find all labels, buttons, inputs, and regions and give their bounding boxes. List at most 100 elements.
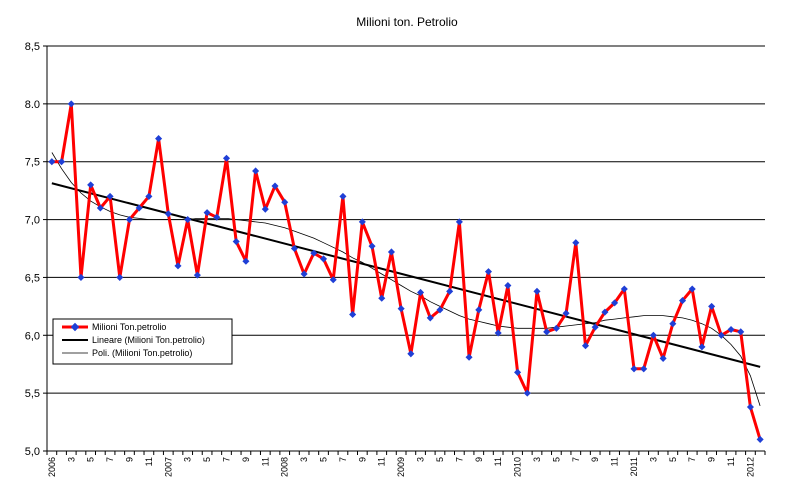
x-tick-label: 5 <box>86 457 96 462</box>
data-point <box>620 285 628 293</box>
data-point <box>135 204 143 212</box>
data-point <box>261 205 269 213</box>
data-point <box>533 287 541 295</box>
data-point <box>281 198 289 206</box>
data-point <box>504 281 512 290</box>
data-point <box>436 306 444 314</box>
data-point <box>67 100 75 108</box>
chart-title: Milioni ton. Petrolio <box>356 15 458 29</box>
data-point <box>746 403 754 411</box>
x-tick-label: 2008 <box>280 457 290 477</box>
grid-lines <box>47 45 765 452</box>
y-tick-label: 7,5 <box>25 157 40 169</box>
x-tick-label: 5 <box>202 457 212 462</box>
data-point <box>611 299 619 307</box>
data-point <box>96 204 104 212</box>
data-point <box>514 368 522 376</box>
series-line-poly <box>51 152 761 407</box>
x-tick-label: 11 <box>493 457 503 466</box>
data-point <box>630 365 638 373</box>
y-tick-label: 6,0 <box>25 330 40 342</box>
data-point <box>58 158 66 166</box>
data-point <box>106 192 114 200</box>
x-tick-label: 7 <box>571 457 581 462</box>
x-tick-label: 9 <box>124 457 134 462</box>
data-point <box>484 268 493 276</box>
data-point <box>543 328 551 336</box>
data-point <box>87 181 95 189</box>
legend-label-poly: Poli. (Milioni Ton.petrolio) <box>92 348 192 358</box>
data-point <box>300 270 308 278</box>
data-point <box>339 192 347 200</box>
data-point <box>591 323 599 331</box>
x-tick-label: 11 <box>610 457 620 466</box>
data-point <box>640 365 648 373</box>
data-point <box>417 288 425 297</box>
data-point <box>581 342 590 350</box>
x-tick-label: 7 <box>105 457 115 462</box>
x-tick-label: 11 <box>144 457 154 466</box>
data-point <box>271 182 279 190</box>
data-point <box>552 324 560 332</box>
x-tick-label: 2012 <box>745 457 755 477</box>
data-point <box>242 257 250 265</box>
x-tick-label: 11 <box>260 457 270 466</box>
x-tick-label: 11 <box>726 457 736 466</box>
legend-label-linear: Lineare (Milioni Ton.petrolio) <box>92 335 205 345</box>
x-tick-label: 2007 <box>163 457 173 477</box>
data-point <box>426 314 434 322</box>
data-point <box>562 309 570 317</box>
x-tick-label: 5 <box>551 457 561 462</box>
data-point <box>737 328 745 336</box>
data-point <box>455 218 463 226</box>
x-tick-label: 9 <box>590 457 600 462</box>
x-tick-label: 7 <box>687 457 697 462</box>
data-point <box>601 308 609 316</box>
data-point <box>378 294 386 302</box>
x-tick-label: 3 <box>66 457 76 462</box>
legend: Milioni Ton.petrolio Lineare (Milioni To… <box>52 318 233 365</box>
x-tick-label: 3 <box>532 457 542 462</box>
data-point <box>407 350 415 358</box>
x-tick-label: 9 <box>241 457 251 462</box>
data-point <box>125 216 134 224</box>
data-point <box>688 285 696 293</box>
data-point <box>523 389 531 397</box>
series-line-data <box>51 102 762 440</box>
data-point <box>155 135 163 143</box>
x-axis: 2006 3 5 7 9 11 2007 3 5 7 9 11 2008 3 5 7 9 11 2009 3 5 7 9 11… <box>46 450 766 477</box>
data-point <box>329 276 337 284</box>
data-point <box>358 218 366 226</box>
data-point <box>48 158 56 166</box>
y-tick-label: 6,5 <box>25 272 40 284</box>
x-tick-label: 3 <box>299 457 309 462</box>
x-tick-label: 7 <box>222 457 232 462</box>
x-tick-label: 3 <box>416 457 426 462</box>
y-tick-label: 7,0 <box>25 215 40 227</box>
x-tick-label: 3 <box>183 457 193 462</box>
data-point <box>77 273 85 281</box>
y-axis: 5,0 5,5 6,0 6,5 7,0 7,5 8.0 8,5 <box>25 41 48 458</box>
x-tick-label: 3 <box>648 457 658 462</box>
data-point <box>290 244 298 253</box>
y-tick-label: 5,5 <box>25 388 40 400</box>
data-point <box>222 154 231 162</box>
y-tick-label: 8.0 <box>25 99 40 111</box>
x-tick-label: 5 <box>668 457 678 462</box>
data-point <box>397 305 405 313</box>
data-point <box>368 242 376 250</box>
data-point <box>319 255 328 263</box>
x-tick-label: 7 <box>338 457 348 462</box>
x-tick-label: 9 <box>707 457 717 462</box>
data-point <box>572 239 580 247</box>
series-layer <box>48 100 764 443</box>
legend-label-data: Milioni Ton.petrolio <box>92 322 166 332</box>
data-point <box>349 310 357 318</box>
x-tick-label: 11 <box>377 457 387 466</box>
x-tick-label: 2006 <box>47 457 57 477</box>
data-point <box>756 435 764 443</box>
y-tick-label: 5,0 <box>25 446 40 458</box>
x-tick-label: 2009 <box>396 457 406 477</box>
data-point <box>727 325 735 334</box>
data-point <box>193 271 201 279</box>
